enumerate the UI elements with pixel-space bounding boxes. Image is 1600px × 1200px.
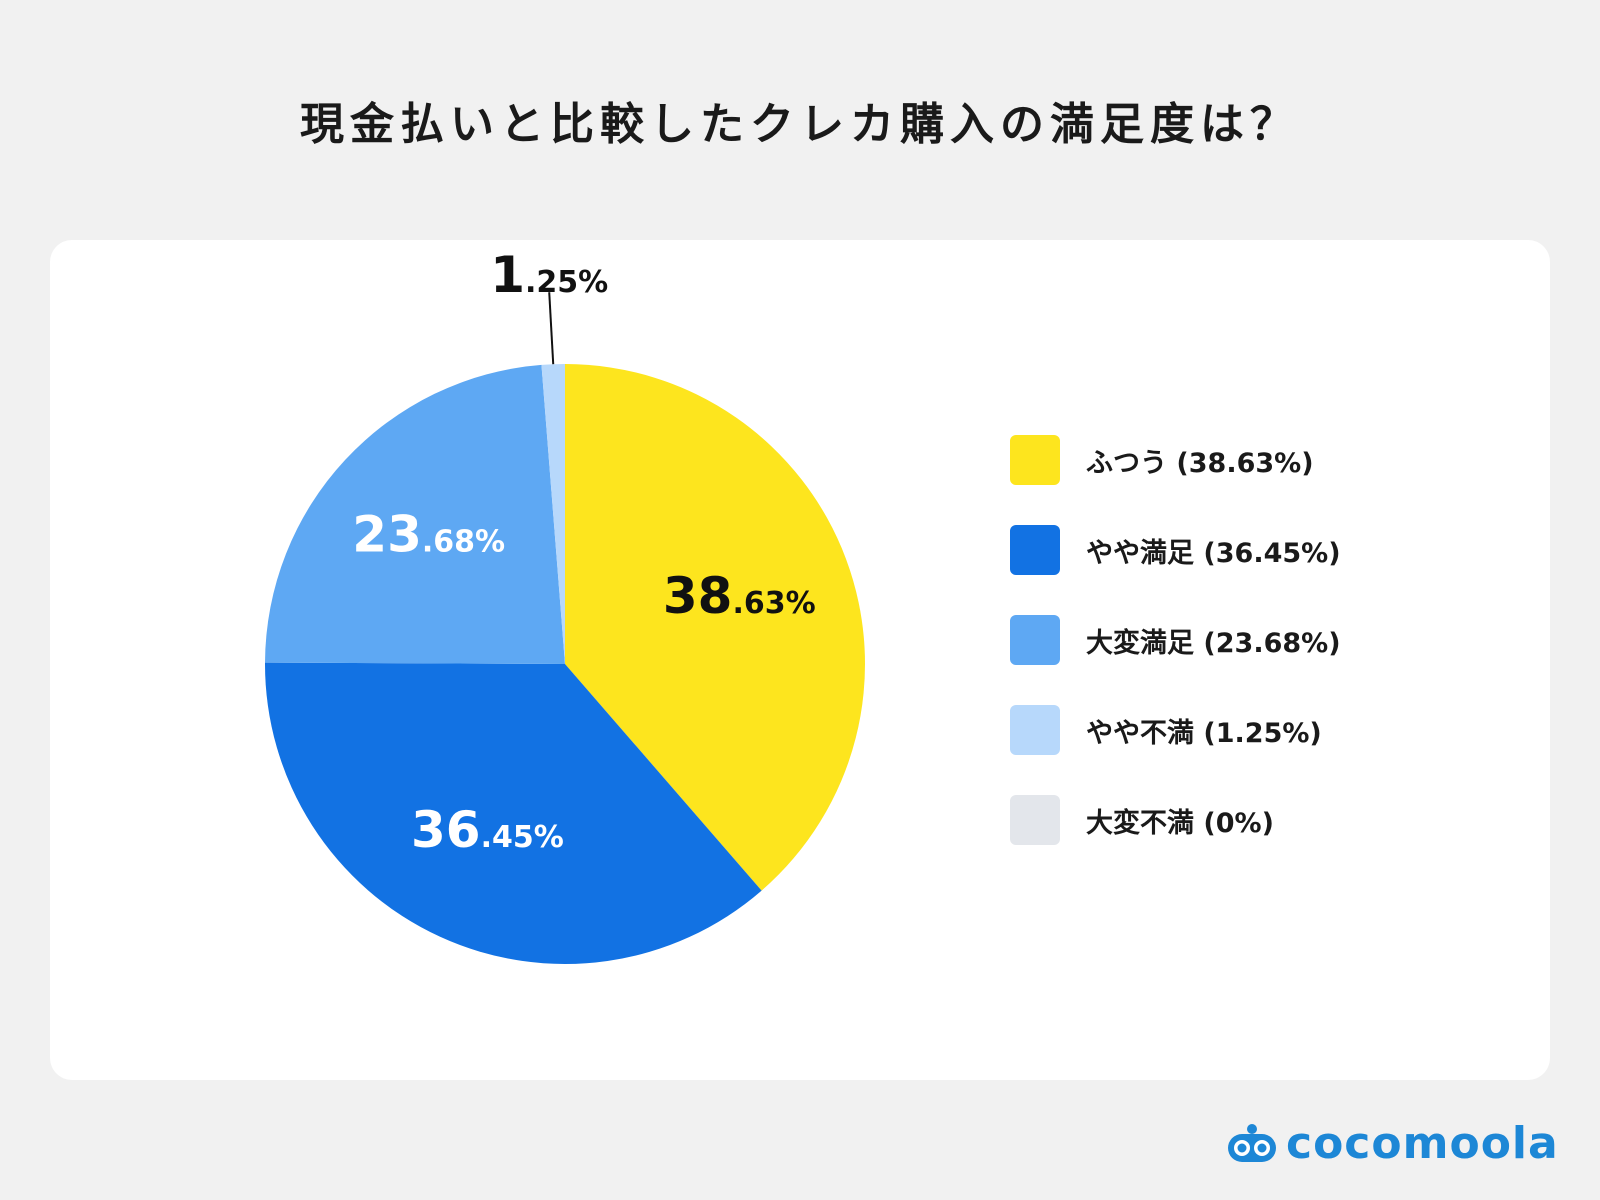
legend-swatch: [1010, 435, 1060, 485]
legend-label: ふつう (38.63%): [1086, 447, 1314, 479]
pie-slice: [565, 364, 866, 891]
legend-swatch: [1010, 525, 1060, 575]
pie-slice: [541, 364, 565, 664]
cocomoola-logo: cocomoola: [1226, 1117, 1559, 1169]
legend-label: 大変不満 (0%): [1086, 807, 1274, 839]
pie-slice: [265, 364, 565, 664]
legend-swatch: [1010, 795, 1060, 845]
legend-label: やや不満 (1.25%): [1086, 717, 1322, 749]
logo-text: cocomoola: [1286, 1117, 1559, 1169]
legend-item: 大変不満 (0%): [1010, 795, 1341, 845]
legend-swatch: [1010, 615, 1060, 665]
data-label: 36.45%: [411, 801, 564, 859]
pie-chart: 38.63% 36.45% 23.68% 1.25%: [265, 246, 866, 965]
leader-line: [548, 292, 555, 365]
pie-slice: [265, 662, 762, 965]
legend-item: ふつう (38.63%): [1010, 435, 1341, 485]
legend-item: やや満足 (36.45%): [1010, 525, 1341, 575]
chart-card: 38.63% 36.45% 23.68% 1.25% ふつう (38.63%) やや満…: [50, 240, 1550, 1080]
legend-item: 大変満足 (23.68%): [1010, 615, 1341, 665]
legend: ふつう (38.63%) やや満足 (36.45%) 大変満足 (23.68%)…: [1010, 435, 1341, 885]
data-label: 23.68%: [352, 505, 505, 563]
data-label: 1.25%: [490, 246, 608, 304]
legend-swatch: [1010, 705, 1060, 755]
chart-title: 現金払いと比較したクレカ購入の満足度は？: [300, 99, 1300, 150]
legend-label: 大変満足 (23.68%): [1086, 627, 1341, 659]
legend-item: やや不満 (1.25%): [1010, 705, 1341, 755]
data-label: 38.63%: [663, 567, 816, 625]
logo-icon: [1228, 1124, 1276, 1162]
legend-label: やや満足 (36.45%): [1086, 537, 1341, 569]
